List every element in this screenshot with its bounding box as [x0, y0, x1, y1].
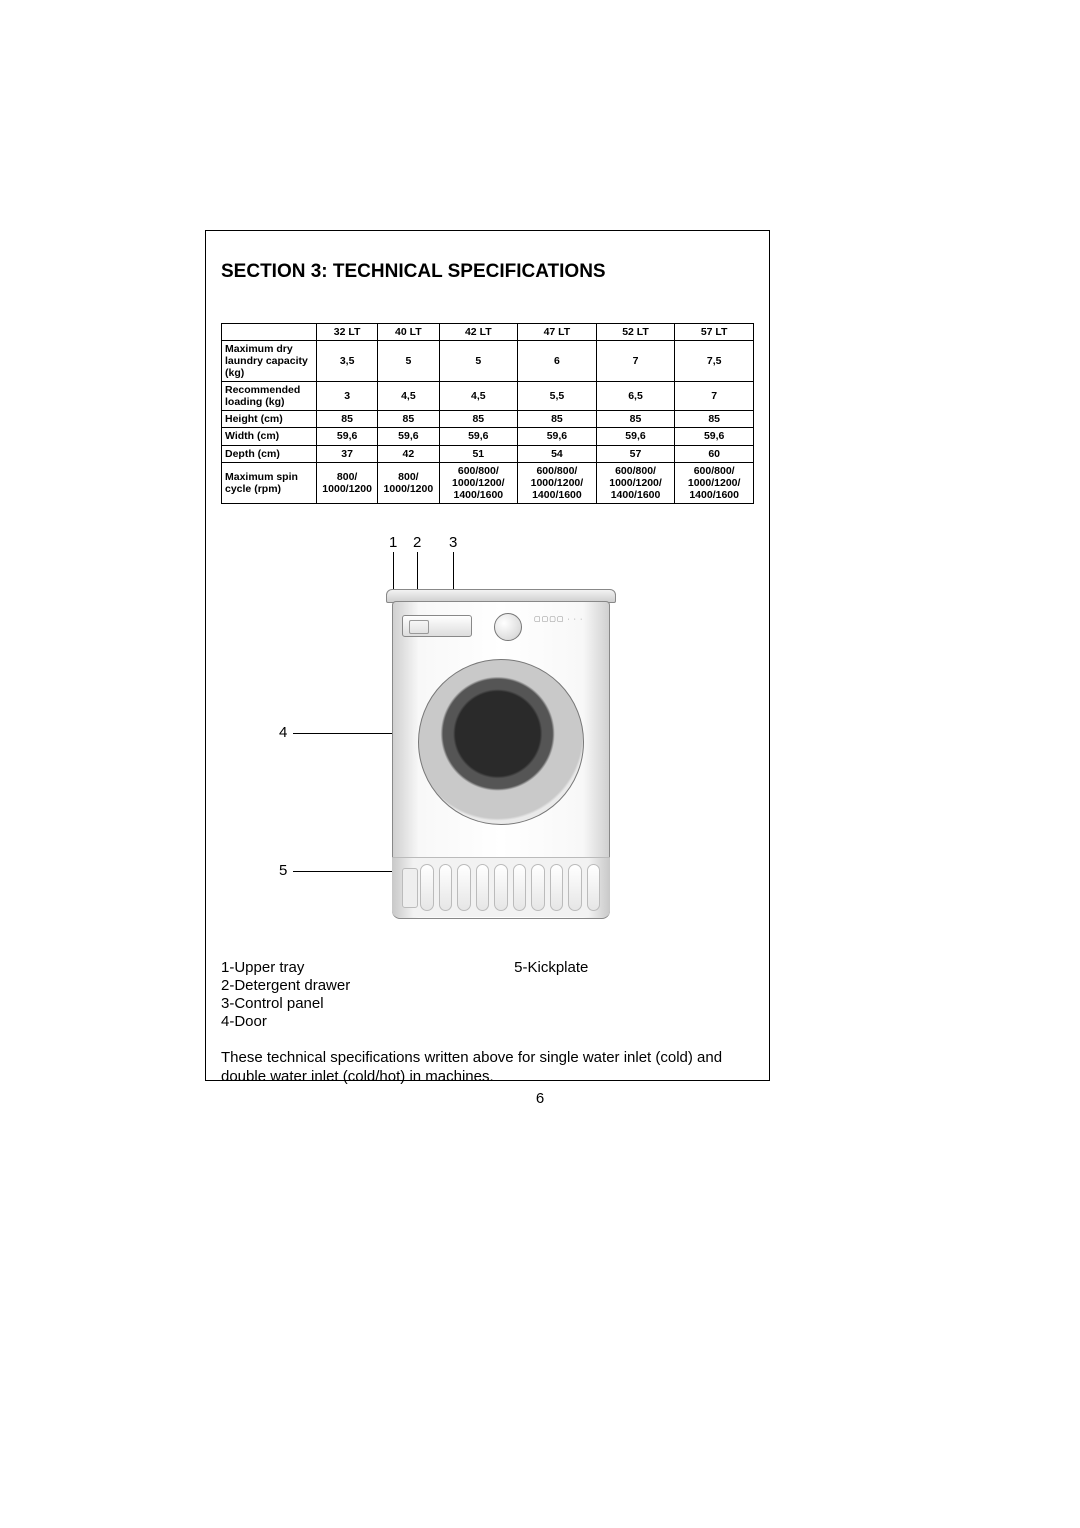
- kickplate-slot: [513, 864, 527, 911]
- cell: 37: [317, 445, 378, 462]
- washer-control-knob: [494, 613, 522, 641]
- leader-line: [393, 552, 394, 592]
- legend-item: 5-Kickplate: [514, 959, 754, 976]
- cell: 800/ 1000/1200: [378, 462, 439, 503]
- legend: 1-Upper tray 2-Detergent drawer 3-Contro…: [221, 958, 754, 1031]
- cell: 57: [596, 445, 675, 462]
- cell: 85: [378, 411, 439, 428]
- cell: 800/ 1000/1200: [317, 462, 378, 503]
- kickplate-slot: [494, 864, 508, 911]
- cell: 3,5: [317, 341, 378, 382]
- cell: 85: [518, 411, 597, 428]
- col-header: 47 LT: [518, 324, 597, 341]
- cell: 600/800/ 1000/1200/ 1400/1600: [518, 462, 597, 503]
- callout-5: 5: [279, 862, 287, 879]
- kickplate-slot: [587, 864, 601, 911]
- cell: 85: [675, 411, 754, 428]
- cell: 6: [518, 341, 597, 382]
- legend-item: 1-Upper tray: [221, 959, 514, 976]
- table-row: Maximum spin cycle (rpm) 800/ 1000/1200 …: [222, 462, 754, 503]
- table-header-row: 32 LT 40 LT 42 LT 47 LT 52 LT 57 LT: [222, 324, 754, 341]
- kickplate-hatch: [402, 868, 418, 908]
- washer-kickplate: [392, 857, 610, 917]
- kickplate-slot: [531, 864, 545, 911]
- kickplate-slot: [476, 864, 490, 911]
- col-header: 52 LT: [596, 324, 675, 341]
- col-header: 32 LT: [317, 324, 378, 341]
- cell: 59,6: [675, 428, 754, 445]
- table-header-blank: [222, 324, 317, 341]
- cell: 600/800/ 1000/1200/ 1400/1600: [439, 462, 518, 503]
- specs-table: 32 LT 40 LT 42 LT 47 LT 52 LT 57 LT Maxi…: [221, 323, 754, 504]
- cell: 59,6: [518, 428, 597, 445]
- cell: 7: [596, 341, 675, 382]
- legend-item: 4-Door: [221, 1013, 514, 1030]
- section-title: SECTION 3: TECHNICAL SPECIFICATIONS: [221, 261, 754, 283]
- col-header: 42 LT: [439, 324, 518, 341]
- cell: 5: [378, 341, 439, 382]
- legend-item: 3-Control panel: [221, 995, 514, 1012]
- col-header: 57 LT: [675, 324, 754, 341]
- table-row: Width (cm) 59,6 59,6 59,6 59,6 59,6 59,6: [222, 428, 754, 445]
- kickplate-slot: [420, 864, 434, 911]
- callout-4: 4: [279, 724, 287, 741]
- leader-line: [293, 733, 401, 734]
- legend-item: 2-Detergent drawer: [221, 977, 514, 994]
- table-row: Depth (cm) 37 42 51 54 57 60: [222, 445, 754, 462]
- cell: 7: [675, 382, 754, 411]
- table-row: Height (cm) 85 85 85 85 85 85: [222, 411, 754, 428]
- row-label: Depth (cm): [222, 445, 317, 462]
- table-row: Recommended loading (kg) 3 4,5 4,5 5,5 6…: [222, 382, 754, 411]
- cell: 4,5: [378, 382, 439, 411]
- leader-line: [293, 871, 393, 872]
- cell: 59,6: [596, 428, 675, 445]
- cell: 4,5: [439, 382, 518, 411]
- footnote: These technical specifications written a…: [221, 1049, 754, 1087]
- row-label: Maximum spin cycle (rpm): [222, 462, 317, 503]
- page-frame: SECTION 3: TECHNICAL SPECIFICATIONS 32 L…: [205, 230, 770, 1081]
- cell: 5: [439, 341, 518, 382]
- kickplate-slot: [550, 864, 564, 911]
- cell: 5,5: [518, 382, 597, 411]
- washer-detergent-drawer: [402, 615, 472, 637]
- row-label: Recommended loading (kg): [222, 382, 317, 411]
- cell: 600/800/ 1000/1200/ 1400/1600: [596, 462, 675, 503]
- cell: 42: [378, 445, 439, 462]
- cell: 7,5: [675, 341, 754, 382]
- callout-1: 1: [389, 534, 397, 551]
- washer-door: [418, 659, 584, 825]
- cell: 54: [518, 445, 597, 462]
- washer-diagram: 1 2 3 4 5 ▢▢▢▢ · · ·: [221, 534, 754, 954]
- cell: 85: [317, 411, 378, 428]
- row-label: Maximum dry laundry capacity (kg): [222, 341, 317, 382]
- callout-3: 3: [449, 534, 457, 551]
- cell: 60: [675, 445, 754, 462]
- cell: 6,5: [596, 382, 675, 411]
- row-label: Height (cm): [222, 411, 317, 428]
- row-label: Width (cm): [222, 428, 317, 445]
- cell: 51: [439, 445, 518, 462]
- cell: 59,6: [378, 428, 439, 445]
- cell: 85: [439, 411, 518, 428]
- cell: 85: [596, 411, 675, 428]
- table-row: Maximum dry laundry capacity (kg) 3,5 5 …: [222, 341, 754, 382]
- cell: 59,6: [317, 428, 378, 445]
- cell: 600/800/ 1000/1200/ 1400/1600: [675, 462, 754, 503]
- kickplate-slot: [439, 864, 453, 911]
- callout-2: 2: [413, 534, 421, 551]
- cell: 59,6: [439, 428, 518, 445]
- col-header: 40 LT: [378, 324, 439, 341]
- kickplate-slot: [568, 864, 582, 911]
- washer-illustration: ▢▢▢▢ · · ·: [386, 589, 616, 919]
- page-number: 6: [0, 1090, 1080, 1107]
- cell: 3: [317, 382, 378, 411]
- kickplate-slot: [457, 864, 471, 911]
- washer-panel-icons: ▢▢▢▢ · · ·: [534, 615, 600, 637]
